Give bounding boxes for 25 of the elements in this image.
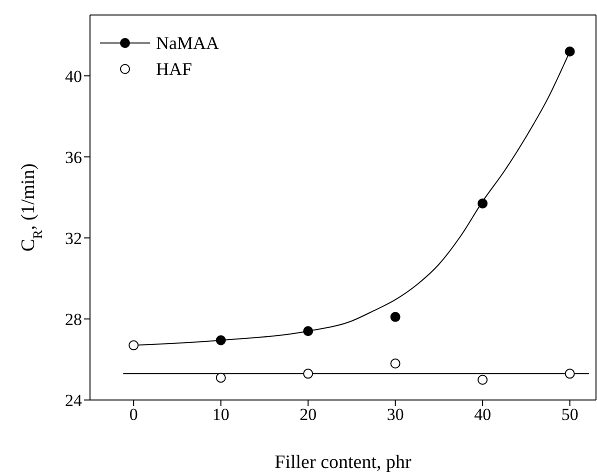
point — [478, 198, 488, 208]
point — [564, 368, 575, 379]
point — [564, 46, 575, 56]
y-tick-label: 24 — [65, 391, 82, 410]
x-tick-label: 20 — [300, 405, 317, 424]
point — [216, 372, 226, 383]
y-tick-label: 40 — [65, 66, 82, 86]
y-tick-label: 32 — [65, 228, 82, 248]
x-tick-label: 50 — [561, 405, 578, 424]
legend-label: NaMAA — [156, 32, 219, 54]
x-tick-label: 30 — [386, 405, 404, 424]
point — [216, 335, 226, 346]
y-tick-label: 36 — [65, 148, 82, 167]
point — [303, 326, 314, 336]
point — [390, 312, 400, 322]
x-tick-label: 40 — [474, 405, 492, 424]
x-tick-label: 10 — [212, 405, 230, 424]
legend-label: HAF — [156, 58, 192, 80]
x-axis-title: Filler content, phr — [274, 452, 412, 473]
point — [128, 340, 139, 350]
point — [390, 358, 400, 369]
y-tick-label: 28 — [65, 310, 82, 329]
x-tick-label: 0 — [129, 405, 138, 424]
point — [478, 374, 488, 385]
point — [303, 368, 314, 379]
